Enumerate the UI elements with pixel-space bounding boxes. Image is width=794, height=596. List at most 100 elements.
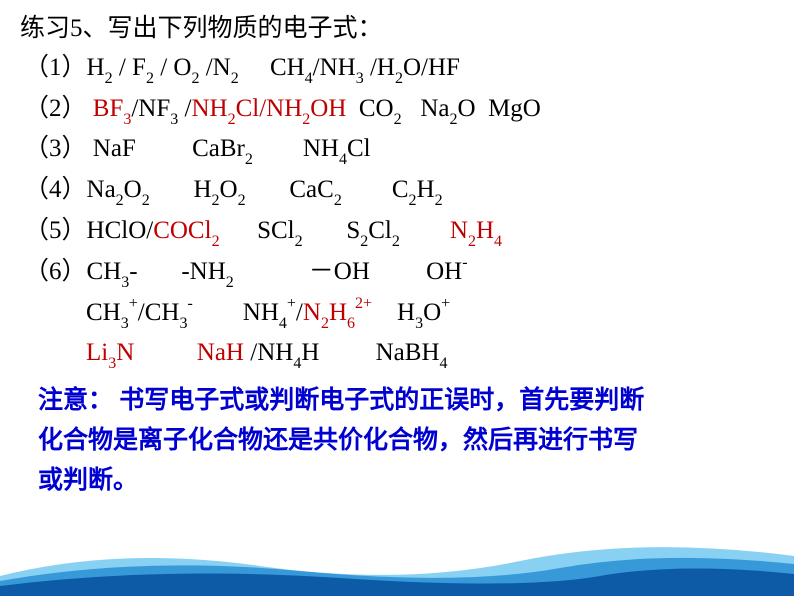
r2nf0: /NF — [131, 95, 170, 122]
r2bf0: BF — [93, 95, 124, 122]
r7b3: / — [296, 299, 303, 326]
row4-label: （4） — [24, 176, 87, 203]
r1a2: / F — [113, 54, 146, 81]
wave-decoration — [0, 536, 794, 596]
r8a2: N — [116, 339, 134, 366]
r2nh0: NH — [191, 95, 227, 122]
r6b0: -NH — [181, 258, 225, 285]
r7b22: H — [329, 299, 347, 326]
r1b5: 2 — [395, 70, 403, 87]
r1b6: O/HF — [403, 54, 460, 81]
r4d2: H — [417, 176, 435, 203]
r7a2: + — [129, 295, 138, 312]
r5d3: 4 — [494, 233, 502, 250]
r8c1: 4 — [440, 355, 448, 372]
r4a3: 2 — [142, 192, 150, 209]
r5d0: N — [450, 217, 468, 244]
r4d0: C — [392, 176, 409, 203]
r5c3: 2 — [392, 233, 400, 250]
r5a20: COCl — [153, 217, 211, 244]
r1b0: CH — [270, 54, 305, 81]
row-7: CH3+/CH3- NH4+/N2H62+ H3O+ — [14, 294, 780, 335]
r8b21: 4 — [293, 355, 301, 372]
r5b0: SCl — [257, 217, 295, 244]
note-line-3: 或判断。 — [14, 461, 780, 501]
r3b1: 2 — [245, 151, 253, 168]
row-3: （3） NaF CaBr2 NH4Cl — [14, 130, 780, 171]
r3c2: Cl — [347, 135, 371, 162]
r1b3: 3 — [356, 70, 364, 87]
r5d2: H — [476, 217, 494, 244]
r5c1: 2 — [360, 233, 368, 250]
r4c0: CaC — [289, 176, 333, 203]
r3a: NaF — [93, 135, 136, 162]
r7b0: NH — [243, 299, 279, 326]
r6a2: - — [129, 258, 137, 285]
r1b1: 4 — [305, 70, 313, 87]
row-4: （4）Na2O2 H2O2 CaC2 C2H2 — [14, 171, 780, 212]
r7b23: 6 — [347, 315, 355, 332]
r2ra1: 2 — [394, 111, 402, 128]
r2nh1: 2 — [228, 111, 236, 128]
r1a4: / O — [154, 54, 192, 81]
r2nh4: OH — [310, 95, 346, 122]
r3b0: CaBr — [192, 135, 245, 162]
r2ra0: CO — [359, 95, 394, 122]
r7c2: O — [423, 299, 441, 326]
r8a1: 3 — [108, 355, 116, 372]
r3c0: NH — [303, 135, 339, 162]
r6d1: - — [462, 254, 467, 271]
note-line-2: 化合物是离子化合物还是共价化合物，然后再进行书写 — [14, 421, 780, 461]
r4c1: 2 — [334, 192, 342, 209]
r2nh3: 2 — [302, 111, 310, 128]
r7a1: 3 — [121, 315, 129, 332]
row6-label: （6） — [24, 258, 87, 285]
r4b3: 2 — [238, 192, 246, 209]
row5-label: （5） — [24, 217, 87, 244]
row2-label: （2） — [24, 95, 87, 122]
r7a5: - — [187, 295, 192, 312]
r5a: HClO/ — [87, 217, 154, 244]
r8b20: /NH — [244, 339, 293, 366]
r5d1: 2 — [468, 233, 476, 250]
r1a0: H — [87, 54, 105, 81]
r6d0: OH — [426, 258, 462, 285]
r6b1: 2 — [226, 274, 234, 291]
r5a21: 2 — [212, 233, 220, 250]
r1a1: 2 — [105, 70, 113, 87]
row-8: Li3N NaH /NH4H NaBH4 — [14, 334, 780, 375]
r5c2: Cl — [368, 217, 392, 244]
r5c0: S — [346, 217, 360, 244]
r1b2: /NH — [313, 54, 356, 81]
r1a7: 2 — [231, 70, 239, 87]
r6a0: CH — [87, 258, 122, 285]
r3c1: 4 — [339, 151, 347, 168]
note-line-1: 注意： 书写电子式或判断电子式的正误时，首先要判断 — [14, 381, 780, 421]
r8c0: NaBH — [376, 339, 440, 366]
r4a1: 2 — [116, 192, 124, 209]
r2nf2: / — [178, 95, 191, 122]
r1a3: 2 — [146, 70, 154, 87]
r2bf1: 3 — [123, 111, 131, 128]
r6a1: 3 — [121, 274, 129, 291]
r8b: NaH — [197, 339, 244, 366]
r2nh2: Cl/NH — [236, 95, 303, 122]
row-1: （1）H2 / F2 / O2 /N2 CH4/NH3 /H2O/HF — [14, 49, 780, 90]
r2rb1: 2 — [450, 111, 458, 128]
r7b24: 2+ — [355, 295, 372, 312]
row3-label: （3） — [24, 135, 87, 162]
row-2: （2） BF3/NF3 /NH2Cl/NH2OH CO2 Na2O MgO — [14, 90, 780, 131]
row-6: （6）CH3- -NH2 －OH OH- — [14, 253, 780, 294]
row1-label: （1） — [24, 54, 87, 81]
r6c: －OH — [309, 258, 370, 285]
r5b1: 2 — [295, 233, 303, 250]
r8b22: H — [301, 339, 319, 366]
r7a3: /CH — [138, 299, 180, 326]
r7a4: 3 — [179, 315, 187, 332]
r2nf1: 3 — [170, 111, 178, 128]
r4b1: 2 — [212, 192, 220, 209]
r4d1: 2 — [409, 192, 417, 209]
r4d3: 2 — [435, 192, 443, 209]
r7b21: 2 — [321, 315, 329, 332]
r7a0: CH — [86, 299, 121, 326]
